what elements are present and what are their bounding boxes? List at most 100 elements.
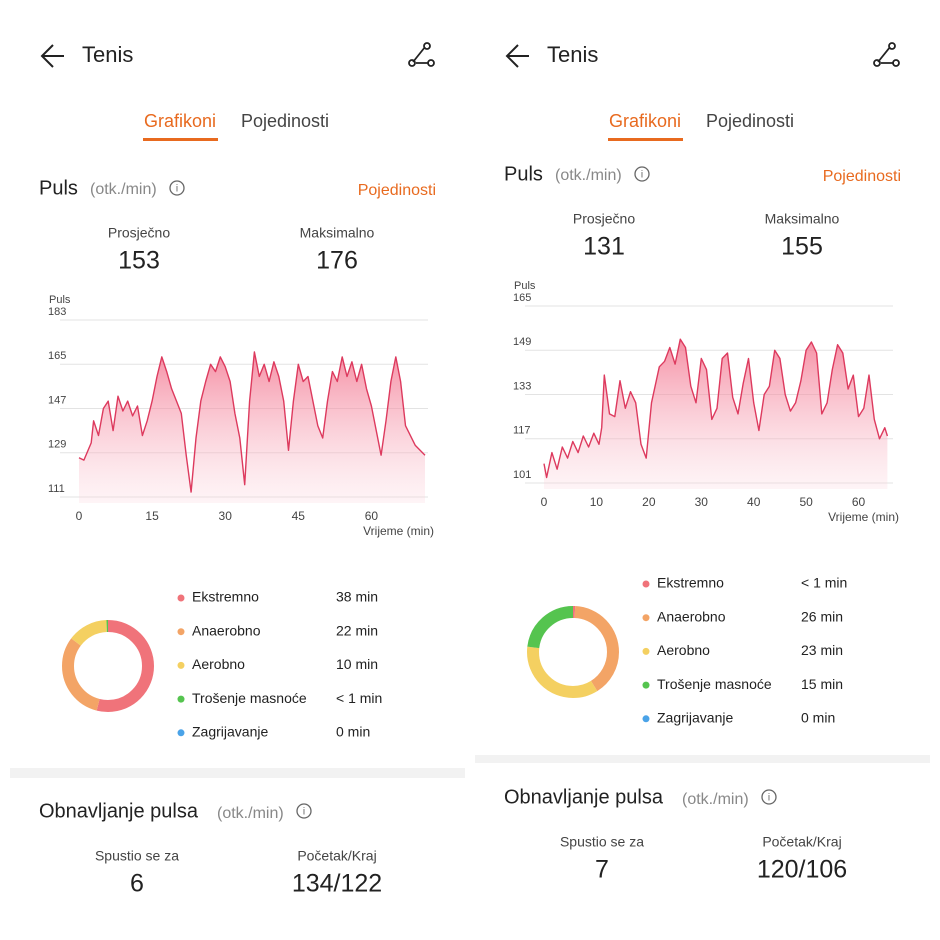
tab[interactable]: Pojedinosti (241, 111, 329, 131)
x-tick-label: 30 (695, 495, 709, 509)
route-icon (877, 46, 894, 64)
legend-label: Zagrijavanje (192, 724, 268, 740)
y-tick-label: 183 (48, 306, 66, 318)
zone-duration: 0 min (336, 724, 370, 740)
x-tick-label: 60 (365, 509, 379, 523)
info-i: i (303, 807, 305, 818)
stat-value: 176 (316, 247, 358, 275)
back-arrow (505, 44, 529, 68)
stat-label: Spustio se za (560, 834, 644, 850)
separator (475, 755, 930, 763)
legend-label: Zagrijavanje (657, 710, 733, 726)
details-link[interactable]: Pojedinosti (358, 182, 436, 199)
back-button[interactable] (505, 44, 529, 68)
legend-dot (642, 580, 650, 588)
y-tick-label: 133 (513, 380, 531, 392)
page-title: Tenis (82, 42, 133, 67)
legend-label: Trošenje masnoće (657, 676, 772, 692)
stat-value: 155 (781, 233, 823, 261)
route-button[interactable] (873, 42, 900, 67)
stat-value: 7 (595, 856, 609, 884)
section-title: Puls (39, 177, 78, 199)
y-tick-label: 149 (513, 336, 531, 348)
y-tick-label: 117 (513, 425, 531, 437)
info-i: i (176, 184, 178, 195)
legend-label: Trošenje masnoće (192, 690, 307, 706)
zone-duration: < 1 min (801, 575, 847, 591)
separator (10, 768, 465, 778)
zone-arc (62, 620, 154, 712)
info-icon (296, 803, 312, 819)
route-dot (427, 59, 435, 67)
stat-label: Početak/Kraj (297, 848, 376, 864)
route-icon (412, 46, 429, 64)
x-axis-label: Vrijeme (min) (828, 510, 899, 524)
legend-dot (177, 628, 185, 636)
tab-active[interactable]: Grafikoni (144, 111, 216, 131)
x-tick-label: 0 (76, 509, 83, 523)
info-icon (169, 180, 185, 196)
tab[interactable]: Pojedinosti (706, 111, 794, 131)
x-tick-label: 0 (541, 495, 548, 509)
zone-duration: < 1 min (336, 690, 382, 706)
section-title: Puls (504, 163, 543, 185)
zone-duration: 22 min (336, 622, 378, 638)
zone-arc (527, 606, 619, 698)
section-title: Obnavljanje pulsa (39, 800, 199, 822)
x-tick-label: 20 (642, 495, 656, 509)
legend-dot (177, 729, 185, 737)
legend-dot (642, 614, 650, 622)
section-title: Obnavljanje pulsa (504, 786, 664, 808)
stat-label: Spustio se za (95, 848, 179, 864)
stat-value: 134/122 (292, 870, 382, 898)
heart-rate-line (78, 351, 426, 493)
heart-rate-line (543, 338, 889, 479)
route-dot (408, 59, 416, 67)
x-tick-label: 50 (799, 495, 813, 509)
unit: (otk./min) (555, 167, 622, 184)
heart-rate-area (79, 352, 425, 503)
stat-label: Prosječno (573, 211, 635, 227)
legend-dot (177, 594, 185, 602)
x-tick-label: 45 (292, 509, 306, 523)
legend-dot (177, 661, 185, 669)
y-tick-label: 129 (48, 439, 66, 451)
heart-rate-area (544, 339, 888, 489)
zone-duration: 0 min (801, 710, 835, 726)
tab-active[interactable]: Grafikoni (609, 111, 681, 131)
y-axis-label: Puls (49, 294, 71, 306)
unit: (otk./min) (90, 181, 157, 198)
back-button[interactable] (40, 44, 64, 68)
legend-label: Aerobno (192, 656, 245, 672)
legend-label: Ekstremno (192, 589, 259, 605)
legend-label: Aerobno (657, 642, 710, 658)
stat-value: 153 (118, 247, 160, 275)
route-dot (873, 59, 881, 67)
stat-label: Maksimalno (300, 225, 375, 241)
stat-value: 131 (583, 233, 625, 261)
x-tick-label: 30 (219, 509, 233, 523)
route-button[interactable] (408, 42, 435, 67)
stat-label: Prosječno (108, 225, 170, 241)
y-axis-label: Puls (514, 280, 536, 292)
screen: Tenis Grafikoni Pojedinosti Puls (otk./min) i… (10, 42, 465, 898)
unit: (otk./min) (682, 791, 749, 808)
y-tick-label: 111 (48, 483, 65, 495)
route-dot (892, 59, 900, 67)
tab-underline (143, 138, 218, 141)
info-i: i (768, 793, 770, 804)
legend-dot (642, 715, 650, 723)
x-tick-label: 10 (590, 495, 604, 509)
zone-duration: 10 min (336, 656, 378, 672)
route-dot (888, 42, 896, 50)
legend-label: Ekstremno (657, 575, 724, 591)
details-link[interactable]: Pojedinosti (823, 168, 901, 185)
page-title: Tenis (547, 42, 598, 67)
stat-value: 120/106 (757, 856, 847, 884)
screen: Tenis Grafikoni Pojedinosti Puls (otk./min) i… (475, 42, 930, 884)
zone-duration: 38 min (336, 589, 378, 605)
y-tick-label: 165 (513, 292, 531, 304)
stat-label: Početak/Kraj (762, 834, 841, 850)
unit: (otk./min) (217, 805, 284, 822)
info-icon (634, 166, 650, 182)
